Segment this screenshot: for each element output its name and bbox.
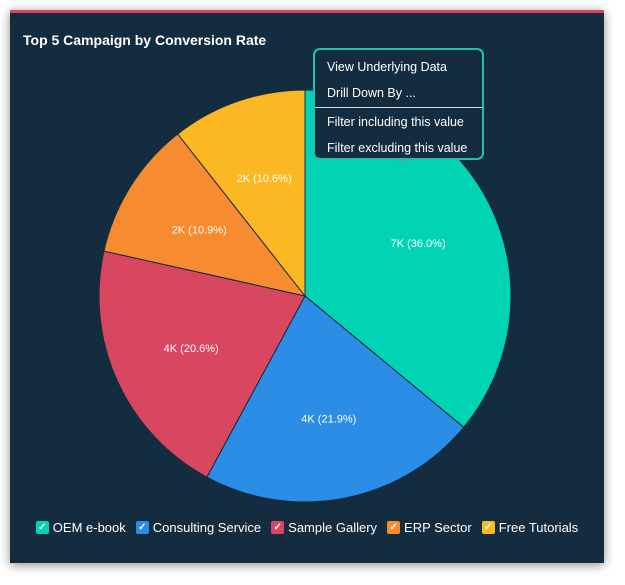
legend-label: Consulting Service (152, 520, 262, 535)
pie-slice-erp-sector[interactable] (103, 133, 307, 297)
slice-data-label: 2K (10.6%) (237, 173, 292, 185)
slice-data-label: 4K (21.9%) (301, 414, 356, 426)
legend-item-free-tutorials[interactable]: ✓ Free Tutorials (481, 520, 579, 535)
menu-item-view-underlying-data[interactable]: View Underlying Data (327, 60, 447, 74)
menu-divider (315, 107, 482, 108)
menu-item-filter-excluding[interactable]: Filter excluding this value (327, 141, 468, 155)
legend-label: Sample Gallery (288, 520, 378, 535)
legend-check-icon[interactable]: ✓ (481, 521, 495, 534)
legend-label: ERP Sector (404, 520, 472, 535)
slice-data-label: 2K (10.9%) (172, 224, 227, 236)
pie-slice-sample-gallery[interactable] (98, 250, 306, 478)
legend-label: Free Tutorials (498, 520, 579, 535)
chart-panel: Top 5 Campaign by Conversion Rate 7K (36… (10, 10, 604, 563)
slice-data-label: 4K (20.6%) (164, 343, 219, 355)
panel-accent-bar (10, 10, 604, 13)
pie-slice-free-tutorials[interactable] (177, 89, 306, 298)
chart-title: Top 5 Campaign by Conversion Rate (23, 32, 267, 48)
pie-slice-consulting-service[interactable] (206, 295, 465, 503)
menu-caret-icon (395, 159, 409, 166)
context-menu: View Underlying Data Drill Down By ... F… (313, 48, 484, 166)
legend-check-icon[interactable]: ✓ (135, 521, 149, 534)
menu-item-filter-including[interactable]: Filter including this value (327, 115, 464, 129)
slice-data-label: 7K (36.0%) (391, 238, 446, 250)
pie-chart: 7K (36.0%) 4K (21.9%) 4K (20.6%) 2K (10.9%)… (98, 89, 512, 503)
legend-check-icon[interactable]: ✓ (387, 521, 401, 534)
legend-item-oem-e-book[interactable]: ✓ OEM e-book (35, 520, 126, 535)
legend-item-sample-gallery[interactable]: ✓ Sample Gallery (271, 520, 377, 535)
legend-check-icon[interactable]: ✓ (271, 521, 285, 534)
legend-item-consulting-service[interactable]: ✓ Consulting Service (135, 520, 262, 535)
legend-item-erp-sector[interactable]: ✓ ERP Sector (387, 520, 472, 535)
chart-legend: ✓ OEM e-book ✓ Consulting Service ✓ Samp… (10, 520, 604, 535)
menu-item-drill-down-by[interactable]: Drill Down By ... (327, 86, 416, 100)
legend-label: OEM e-book (52, 520, 126, 535)
legend-check-icon[interactable]: ✓ (35, 521, 49, 534)
